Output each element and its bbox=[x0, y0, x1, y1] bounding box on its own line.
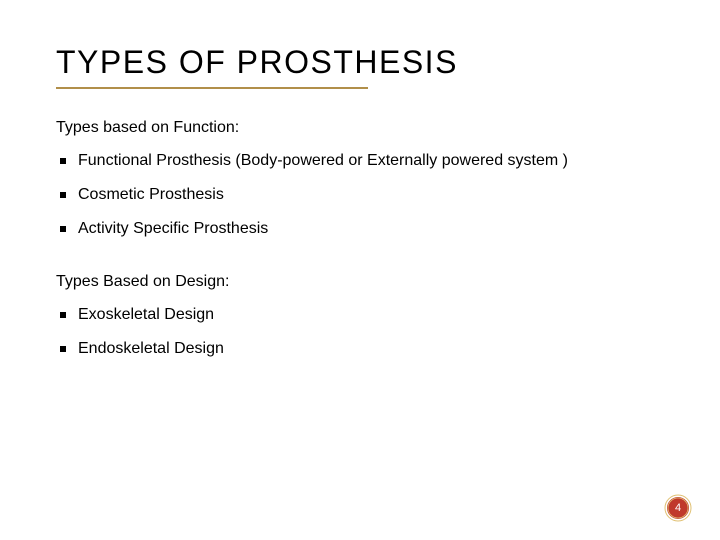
list-item: Endoskeletal Design bbox=[60, 339, 638, 359]
design-list: Exoskeletal Design Endoskeletal Design bbox=[56, 305, 664, 359]
slide-title: TYPES OF PROSTHESIS bbox=[56, 44, 664, 81]
function-list: Functional Prosthesis (Body-powered or E… bbox=[56, 151, 664, 239]
title-underline bbox=[56, 87, 368, 89]
list-item: Cosmetic Prosthesis bbox=[60, 185, 638, 205]
section-label-function: Types based on Function: bbox=[56, 119, 664, 137]
list-item: Functional Prosthesis (Body-powered or E… bbox=[60, 151, 638, 171]
list-item: Activity Specific Prosthesis bbox=[60, 219, 638, 239]
page-number-badge: 4 bbox=[664, 494, 692, 522]
list-item: Exoskeletal Design bbox=[60, 305, 638, 325]
slide: TYPES OF PROSTHESIS Types based on Funct… bbox=[0, 0, 720, 540]
page-number: 4 bbox=[664, 494, 692, 522]
section-label-design: Types Based on Design: bbox=[56, 273, 664, 291]
